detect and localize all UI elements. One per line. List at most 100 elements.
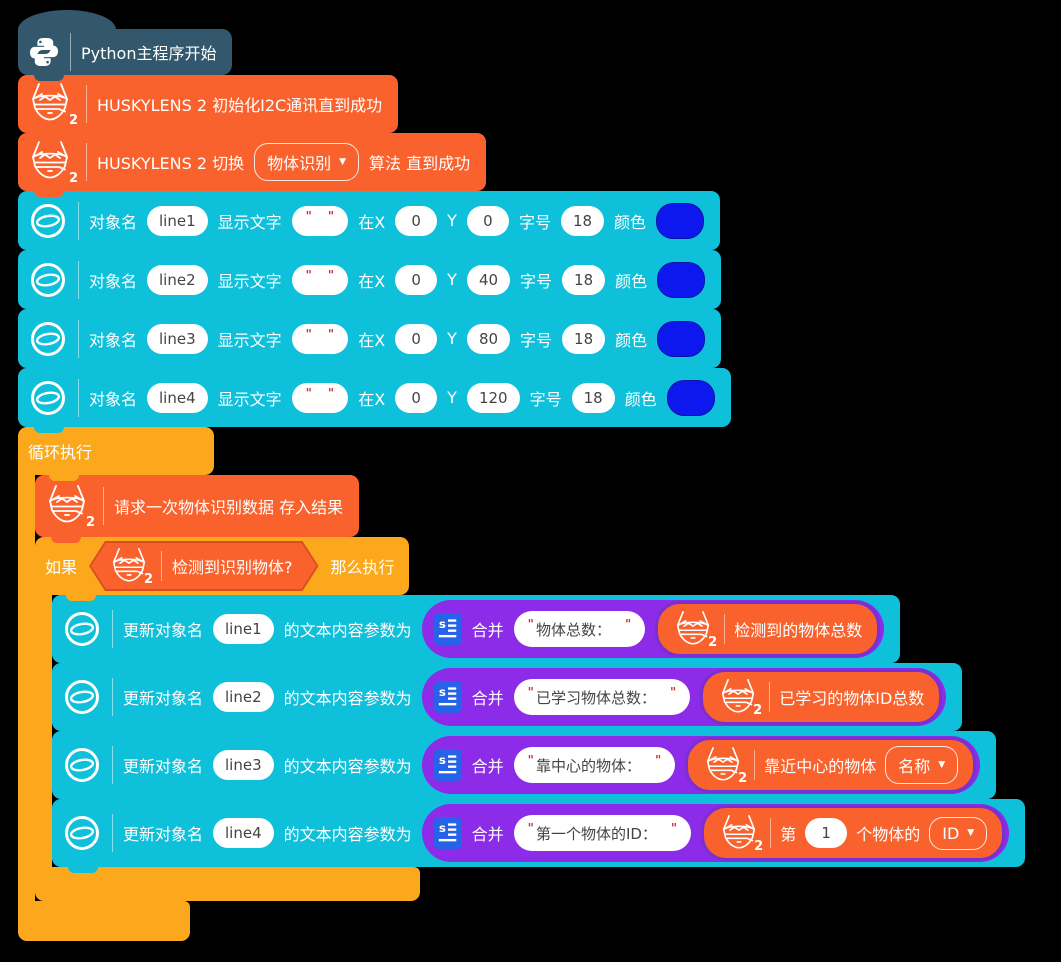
text-input[interactable]: " " [291, 205, 349, 236]
divider [161, 551, 162, 581]
color-swatch[interactable] [657, 261, 706, 298]
join-block[interactable]: s 合并 " 第一个物体的ID： " [421, 804, 1010, 862]
total-objects-reporter[interactable]: 2 检测到的物体总数 [655, 601, 881, 657]
font-size-input[interactable]: 18 [571, 382, 615, 413]
nth-object-reporter[interactable]: 2 第 1 个物体的 ID ▼ [701, 805, 1006, 861]
y-input[interactable]: 0 [466, 205, 509, 236]
loop-body: 2 请求一次物体识别数据 存入结果 如果 [17, 475, 1026, 907]
loop-label: 循环执行 [28, 443, 93, 462]
property-dropdown[interactable]: 名称 ▼ [885, 746, 959, 784]
display-object-icon [28, 319, 68, 359]
update-text-block-line4[interactable]: 更新对象名 line4 的文本内容参数为 s [52, 799, 1026, 873]
font-size-input[interactable]: 18 [562, 323, 606, 354]
display-object-icon [62, 813, 102, 853]
block-tab [68, 730, 98, 737]
text-input[interactable]: " " [291, 382, 349, 413]
object-name-input[interactable]: line4 [213, 818, 274, 848]
huskylens-detected-boolean[interactable]: 2 检测到识别物体? [89, 541, 319, 591]
object-name-input[interactable]: line4 [147, 382, 208, 413]
text-input[interactable]: " " [291, 264, 349, 295]
x-input[interactable]: 0 [395, 323, 438, 354]
join-text-input[interactable]: " 已学习物体总数： " [513, 679, 691, 715]
object-name-input[interactable]: line1 [147, 205, 208, 236]
join-block[interactable]: s 合并 " 物体总数： " [421, 600, 885, 658]
y-input[interactable]: 40 [466, 264, 511, 295]
block-tab [68, 866, 98, 873]
block-tab [34, 367, 64, 374]
object-name-input[interactable]: line1 [213, 614, 274, 644]
property-dropdown[interactable]: ID ▼ [929, 816, 988, 850]
switch-prefix: HUSKYLENS 2 切换 [97, 154, 245, 173]
update-text-block-line3[interactable]: 更新对象名 line3 的文本内容参数为 s [52, 731, 997, 805]
huskylens-icon-sub: 2 [68, 171, 78, 186]
color-label: 颜色 [615, 271, 648, 291]
color-swatch[interactable] [657, 320, 706, 357]
param-label: 的文本内容参数为 [283, 825, 412, 844]
if-block[interactable]: 如果 2 [34, 537, 1026, 907]
y-input[interactable]: 80 [466, 323, 511, 354]
join-text-input[interactable]: " 靠中心的物体： " [513, 747, 676, 783]
display-text-block-line3[interactable]: 对象名 line3 显示文字 " " 在X 0 Y 80 字号 18 颜色 [18, 309, 722, 374]
join-text-input[interactable]: " 第一个物体的ID： " [513, 815, 692, 851]
font-size-input[interactable]: 18 [562, 264, 606, 295]
x-label: 在X [358, 389, 386, 409]
display-text-block-line4[interactable]: 对象名 line4 显示文字 " " 在X 0 Y 120 字号 18 颜色 [18, 368, 731, 433]
huskylens-icon-sub: 2 [753, 703, 763, 718]
reporter-label: 靠近中心的物体 [764, 757, 877, 776]
huskylens-request-block[interactable]: 2 请求一次物体识别数据 存入结果 [35, 475, 360, 543]
y-label: Y [447, 388, 457, 407]
huskylens-switch-block[interactable]: 2 HUSKYLENS 2 切换 物体识别 ▼ 算法 直到成功 [18, 133, 487, 197]
block-tab [34, 249, 64, 256]
center-object-reporter[interactable]: 2 靠近中心的物体 名称 ▼ [685, 737, 977, 793]
object-name-input[interactable]: line2 [147, 264, 208, 295]
param-label: 的文本内容参数为 [283, 757, 412, 776]
algorithm-dropdown[interactable]: 物体识别 ▼ [254, 143, 360, 181]
index-input[interactable]: 1 [805, 818, 848, 848]
x-input[interactable]: 0 [395, 264, 438, 295]
if-label: 如果 [45, 558, 78, 577]
huskylens-icon: 2 [28, 140, 78, 186]
huskylens-icon-sub: 2 [708, 635, 718, 650]
font-size-label: 字号 [518, 212, 551, 232]
huskylens-icon-sub: 2 [738, 771, 748, 786]
display-object-icon [28, 260, 68, 300]
x-input[interactable]: 0 [395, 382, 438, 413]
block-tab [34, 190, 64, 197]
update-text-block-line2[interactable]: 更新对象名 line2 的文本内容参数为 s [52, 663, 963, 737]
loop-block[interactable]: 循环执行 2 请求一次物体识别数据 存入结果 [17, 427, 1026, 941]
font-size-input[interactable]: 18 [560, 205, 605, 236]
color-swatch[interactable] [656, 202, 705, 239]
huskylens-init-block[interactable]: 2 HUSKYLENS 2 初始化I2C通讯直到成功 [18, 75, 399, 139]
loop-header[interactable]: 循环执行 [18, 427, 214, 481]
join-block[interactable]: s 合并 " 已学习物体总数： " [421, 668, 947, 726]
object-name-input[interactable]: line3 [213, 750, 274, 780]
object-name-input[interactable]: line2 [213, 682, 274, 712]
block-tab [51, 900, 81, 907]
divider [770, 818, 772, 848]
python-hat-block[interactable]: Python主程序开始 [18, 10, 233, 81]
object-name-input[interactable]: line3 [147, 323, 208, 354]
color-swatch[interactable] [666, 379, 715, 416]
block-tab [34, 132, 64, 139]
init-label: HUSKYLENS 2 初始化I2C通讯直到成功 [97, 96, 383, 115]
update-label: 更新对象名 [123, 689, 204, 708]
loop-footer [18, 901, 190, 941]
huskylens-icon: 2 [718, 678, 763, 718]
x-input[interactable]: 0 [395, 205, 438, 236]
learned-ids-reporter[interactable]: 2 已学习的物体ID总数 [700, 669, 943, 725]
huskylens-icon-sub: 2 [143, 572, 154, 587]
y-input[interactable]: 120 [466, 382, 520, 413]
update-text-block-line1[interactable]: 更新对象名 line1 的文本内容参数为 s [52, 595, 901, 669]
param-label: 的文本内容参数为 [283, 689, 412, 708]
request-label: 请求一次物体识别数据 存入结果 [114, 498, 344, 517]
divider [78, 260, 79, 299]
join-label: 合并 [471, 757, 504, 776]
if-header[interactable]: 如果 2 [35, 537, 409, 601]
join-text-input[interactable]: " 物体总数： " [513, 611, 646, 647]
y-label: Y [447, 211, 457, 230]
display-object-icon [62, 677, 102, 717]
display-text-block-line2[interactable]: 对象名 line2 显示文字 " " 在X 0 Y 40 字号 18 颜色 [18, 250, 722, 315]
display-text-block-line1[interactable]: 对象名 line1 显示文字 " " 在X 0 Y 0 字号 18 颜色 [18, 191, 721, 256]
text-input[interactable]: " " [291, 323, 349, 354]
join-block[interactable]: s 合并 " 靠中心的物体： " [421, 736, 981, 794]
